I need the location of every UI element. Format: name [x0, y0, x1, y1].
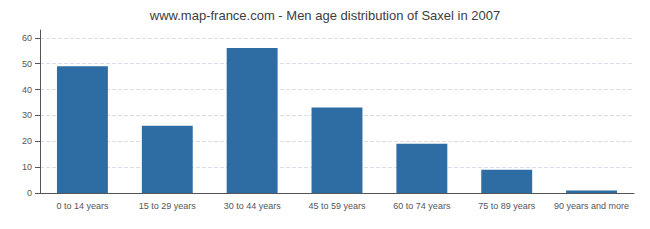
svg-text:90 years and more: 90 years and more: [554, 201, 629, 211]
svg-text:0 to 14 years: 0 to 14 years: [56, 201, 109, 211]
svg-text:40: 40: [22, 85, 32, 95]
svg-text:60: 60: [22, 33, 32, 43]
svg-text:20: 20: [22, 136, 32, 146]
svg-text:75 to 89 years: 75 to 89 years: [478, 201, 536, 211]
svg-text:15 to 29 years: 15 to 29 years: [139, 201, 197, 211]
svg-text:30: 30: [22, 110, 32, 120]
svg-text:50: 50: [22, 59, 32, 69]
svg-text:45 to 59 years: 45 to 59 years: [308, 201, 366, 211]
svg-text:10: 10: [22, 162, 32, 172]
svg-text:60 to 74 years: 60 to 74 years: [393, 201, 451, 211]
svg-text:0: 0: [27, 188, 32, 198]
svg-text:30 to 44 years: 30 to 44 years: [224, 201, 282, 211]
svg-text:www.map-france.com - Men age d: www.map-france.com - Men age distributio…: [149, 8, 500, 23]
